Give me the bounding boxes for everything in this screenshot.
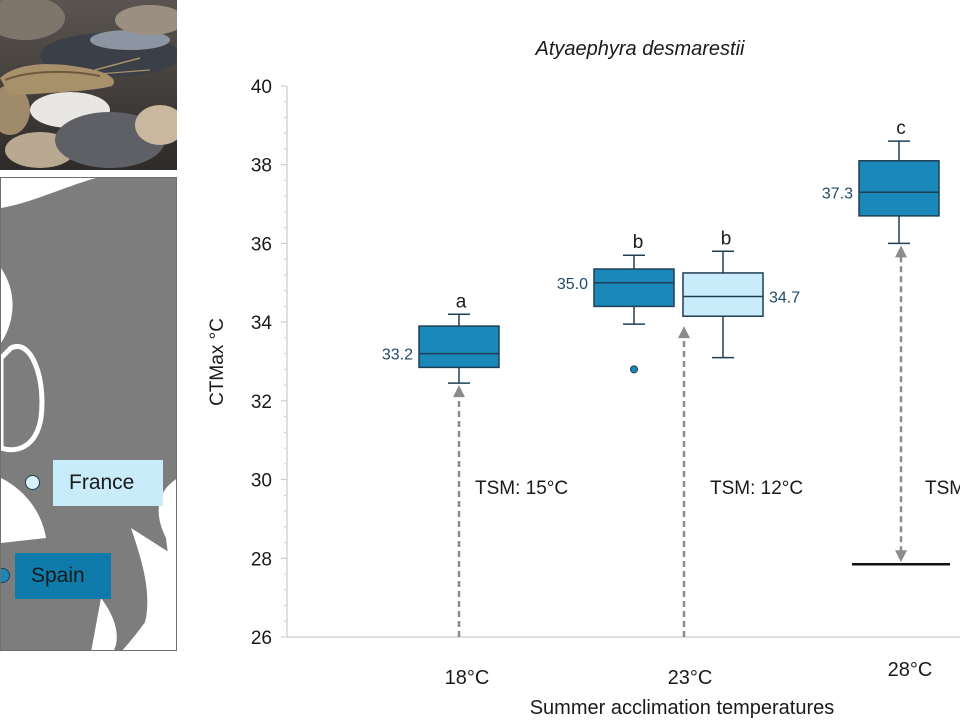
shrimp-photo-image [0,0,177,170]
x-tick-labels: 18°C 23°C 28°C [445,659,933,689]
outlier-point [630,365,638,374]
tsm-label: TSM: 12°C [710,478,803,499]
y-tick-label: 32 [251,392,272,413]
y-tick-label: 28 [251,549,272,570]
significance-letter: b [633,232,644,253]
tsm-arrow: TSM: 15°C [453,385,568,637]
box-plots: 33.2 a 35.0 b 34.7 b 37.3 c [382,118,940,384]
box-iqr [682,272,764,317]
box-spain-2: 35.0 b [557,232,675,374]
tsm-arrow: TSM [895,245,960,563]
x-tick-label: 23°C [668,667,713,689]
box-iqr [858,160,940,217]
y-tick-label: 38 [251,156,272,177]
median-label: 35.0 [557,276,588,293]
box-spain-4: 37.3 c [822,118,940,245]
location-map: France Spain [0,177,177,651]
chart-title: Atyaephyra desmarestii [535,38,746,60]
tsm-label: TSM [925,478,960,499]
france-label: France [53,460,163,506]
y-tick-label: 36 [251,234,272,255]
significance-letter: b [721,228,732,249]
y-tick-label: 34 [251,313,273,334]
france-marker-icon [25,475,40,490]
europe-map-shape [1,178,176,650]
tsm-arrows: TSM: 15°C TSM: 12°C TSM [453,245,960,637]
shrimp-photo [0,0,177,170]
x-axis-label: Summer acclimation temperatures [530,697,835,719]
y-tick-label: 30 [251,471,272,492]
significance-letter: c [896,118,906,139]
y-tick-label: 26 [251,628,272,649]
median-label: 34.7 [769,290,800,307]
x-tick-label: 28°C [888,659,933,681]
box-iqr [593,268,675,308]
box-spain-1: 33.2 a [382,291,500,384]
y-tick-label: 40 [251,77,272,98]
box-iqr [418,325,500,369]
median-label: 37.3 [822,185,853,202]
y-axis-label: CTMax °C [207,318,228,406]
spain-label: Spain [15,553,111,599]
median-label: 33.2 [382,347,413,364]
tsm-arrow: TSM: 12°C [678,326,803,637]
significance-letter: a [456,291,467,312]
x-tick-label: 18°C [445,667,490,689]
y-ticks: 26 28 30 32 34 36 38 40 [251,77,287,649]
tsm-label: TSM: 15°C [475,478,568,499]
box-france-3: 34.7 b [682,228,800,359]
